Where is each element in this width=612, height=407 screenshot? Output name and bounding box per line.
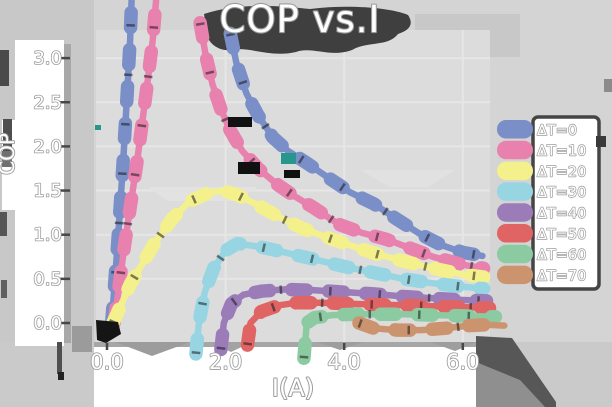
series-dt0	[104, 0, 490, 330]
y-tick-label: 2.5	[33, 92, 62, 113]
legend-label-dt6: ΔT=60	[537, 248, 586, 264]
series-dt6	[297, 307, 503, 366]
data-curves	[104, 0, 512, 366]
cop-smudge	[3, 119, 12, 153]
legend-label-dt5: ΔT=50	[537, 227, 586, 243]
corner-shadow-light	[476, 362, 545, 407]
x-tick-label: 6.0	[446, 350, 479, 374]
edge-ink-mark	[604, 79, 612, 92]
y-tick-label: 0.5	[33, 269, 62, 290]
legend-swatch-dt5	[497, 224, 533, 243]
legend-label-dt7: ΔT=70	[537, 268, 586, 284]
curve-segment-core	[217, 286, 490, 353]
left-spine	[63, 44, 71, 343]
axis-shadow-wedge	[115, 342, 190, 356]
series-dt3	[189, 236, 491, 361]
teal-fleck	[95, 125, 101, 130]
curve-segment-core	[300, 310, 499, 362]
y-tick-label: 1.5	[33, 181, 62, 202]
legend-box	[531, 115, 601, 291]
series-dt2	[106, 183, 491, 330]
legend-label-dt0: ΔT=0	[537, 123, 577, 139]
y-tick-label: 3.0	[33, 48, 62, 69]
edge-ink-mark	[0, 50, 9, 86]
curve-segment-core	[355, 319, 508, 334]
y-tick-labels: 0.0 0.5 1.0 1.5 2.0 2.5 3.0	[33, 47, 63, 335]
legend-items: ΔT=0 ΔT=10 ΔT=20 ΔT=30 ΔT=40 ΔT=50 ΔT=60 ΔT=70	[497, 120, 587, 285]
ink-fleck	[284, 170, 300, 178]
edge-ink-mark	[596, 136, 606, 147]
curve-segment-core	[109, 187, 487, 327]
x-axis-label-backdrop	[94, 347, 478, 407]
curve-segment-core	[227, 30, 486, 260]
legend-swatch-dt0	[497, 120, 533, 139]
title-smudge	[204, 5, 411, 54]
x-tick-label: 2.0	[209, 350, 242, 374]
x-axis-title: I(A)	[272, 374, 314, 402]
curve-segment-core	[110, 0, 160, 327]
ink-fleck	[228, 117, 252, 127]
legend-swatch-dt3	[497, 182, 533, 201]
curve-segment-core	[244, 299, 493, 349]
series-dt5	[240, 295, 497, 352]
x-tick-label: 0.0	[90, 350, 123, 374]
ink-fleck	[238, 162, 260, 174]
origin-ink-blob	[96, 320, 121, 343]
x-tick-labels: 0.0 2.0 4.0 6.0	[89, 349, 480, 375]
x-tick-label: 4.0	[327, 350, 360, 374]
axis-shadow-wedge	[430, 342, 477, 351]
legend-label-dt1: ΔT=10	[537, 144, 586, 160]
legend-label-dt3: ΔT=30	[537, 185, 586, 201]
cop-smudge	[2, 151, 12, 167]
y-axis-title: COP	[0, 133, 19, 175]
series-dt4	[214, 282, 494, 357]
teal-fleck	[281, 153, 296, 164]
legend-swatch-dt7	[497, 265, 533, 285]
y-tick-label: 1.0	[33, 225, 62, 246]
edge-ink-mark	[0, 212, 7, 236]
light-patch	[360, 170, 455, 187]
bottom-spine	[94, 342, 498, 349]
legend-swatch-dt6	[497, 244, 533, 264]
y-tick-label: 0.0	[33, 313, 62, 334]
edge-ink-mark	[57, 342, 62, 374]
series-dt7	[352, 316, 512, 337]
curve-segment-core	[108, 0, 135, 327]
axis-shadow-wedge	[317, 342, 363, 350]
legend-swatch-dt1	[497, 140, 533, 160]
edge-ink-mark	[1, 280, 7, 298]
origin-shadow	[72, 326, 92, 352]
legend-swatch-dt2	[497, 161, 533, 181]
curve-segment-core	[192, 240, 487, 358]
y-tick-label: 2.0	[33, 136, 62, 157]
legend-swatch-dt4	[497, 203, 533, 222]
curve-segment-core	[196, 19, 487, 272]
chart-title: COP vs.I	[220, 0, 381, 41]
edge-ink-mark	[58, 372, 64, 380]
series-dt1	[107, 0, 491, 330]
legend-label-dt4: ΔT=40	[537, 206, 586, 222]
legend-label-dt2: ΔT=20	[537, 164, 586, 180]
